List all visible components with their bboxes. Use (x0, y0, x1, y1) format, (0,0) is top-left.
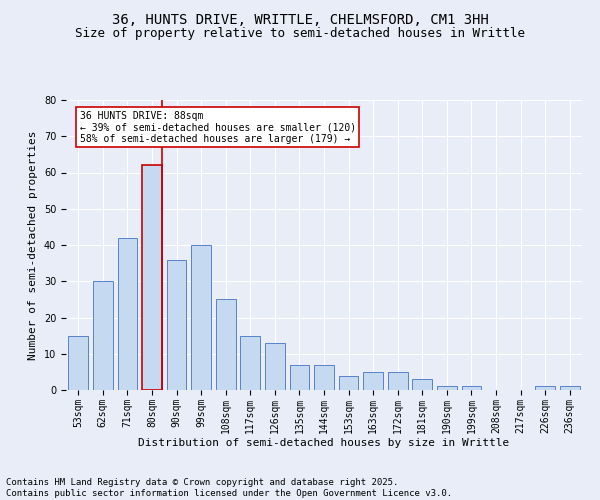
Bar (290, 364, 309, 390)
Bar (191, 245, 211, 390)
Bar (118, 238, 137, 390)
Bar (412, 379, 432, 390)
X-axis label: Distribution of semi-detached houses by size in Writtle: Distribution of semi-detached houses by … (139, 438, 509, 448)
Bar (142, 165, 162, 390)
Bar (339, 376, 358, 390)
Text: Contains HM Land Registry data © Crown copyright and database right 2025.
Contai: Contains HM Land Registry data © Crown c… (6, 478, 452, 498)
Text: 36, HUNTS DRIVE, WRITTLE, CHELMSFORD, CM1 3HH: 36, HUNTS DRIVE, WRITTLE, CHELMSFORD, CM… (112, 12, 488, 26)
Bar (167, 260, 187, 390)
Bar (68, 336, 88, 390)
Text: Size of property relative to semi-detached houses in Writtle: Size of property relative to semi-detach… (75, 28, 525, 40)
Bar (216, 300, 236, 390)
Bar (314, 364, 334, 390)
Bar (461, 386, 481, 390)
Bar (535, 386, 555, 390)
Bar (437, 386, 457, 390)
Bar (241, 336, 260, 390)
Bar (364, 372, 383, 390)
Bar (560, 386, 580, 390)
Y-axis label: Number of semi-detached properties: Number of semi-detached properties (28, 130, 38, 360)
Bar (265, 343, 284, 390)
Text: 36 HUNTS DRIVE: 88sqm
← 39% of semi-detached houses are smaller (120)
58% of sem: 36 HUNTS DRIVE: 88sqm ← 39% of semi-deta… (80, 111, 356, 144)
Bar (93, 281, 113, 390)
Bar (388, 372, 407, 390)
